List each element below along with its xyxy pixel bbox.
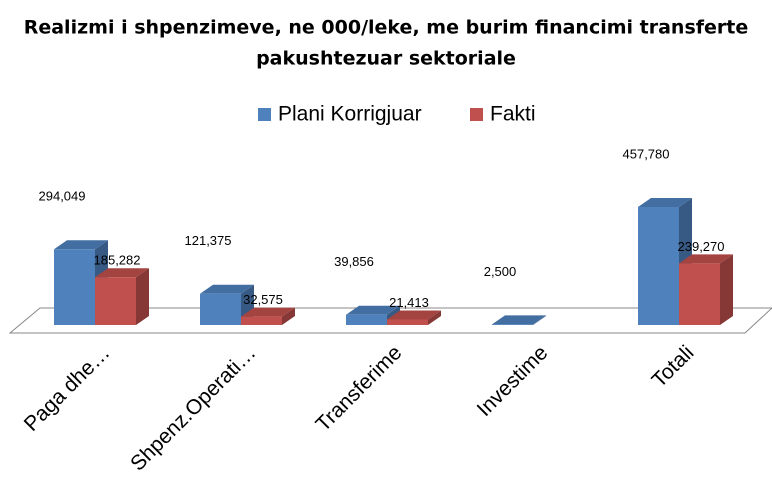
bar (346, 305, 400, 325)
bar-face (241, 307, 295, 317)
bar-face (200, 284, 254, 294)
bar-face (638, 198, 692, 207)
bar-face (492, 315, 546, 325)
x-tick-label: Investime (473, 341, 553, 421)
bar-face (387, 310, 441, 320)
bar-face (492, 324, 533, 325)
bar-face (346, 314, 387, 325)
bar-face (533, 315, 546, 325)
bar-face (638, 207, 679, 325)
bar (95, 268, 149, 325)
bar-face (136, 268, 149, 325)
chart-title: pakushtezuar sektoriale (256, 48, 516, 70)
chart-title: Realizmi i shpenzimeve, ne 000/leke, me … (24, 17, 749, 39)
value-label: 32,575 (243, 292, 283, 307)
legend-swatch (470, 108, 483, 121)
bar-face (282, 307, 295, 325)
bar (387, 310, 441, 325)
bar (241, 307, 295, 325)
bar (679, 254, 733, 325)
value-label: 457,780 (623, 146, 670, 161)
bar-face (720, 254, 733, 325)
value-label: 239,270 (678, 239, 725, 254)
value-label: 21,413 (389, 295, 429, 310)
value-label: 121,375 (185, 233, 232, 248)
bar-face (679, 254, 733, 264)
bar-face (95, 268, 149, 278)
value-label: 294,049 (39, 189, 86, 204)
legend-swatch (258, 108, 271, 121)
bar-face (346, 305, 400, 315)
value-label: 2,500 (484, 264, 517, 279)
bar-face (241, 316, 282, 325)
legend-label: Fakti (490, 103, 536, 126)
bar-face (95, 277, 136, 325)
bar-face (679, 263, 720, 325)
value-label: 39,856 (334, 254, 374, 269)
x-tick-label: Shpenz.Operati… (126, 341, 260, 475)
value-label: 185,282 (94, 253, 141, 268)
x-tick-label: Paga dhe… (20, 341, 115, 436)
x-tick-label: Totali (648, 341, 699, 392)
bar-face (428, 310, 441, 325)
bar-face (54, 240, 108, 250)
bar-face (200, 293, 241, 325)
bar-face (54, 249, 95, 325)
bar-face (387, 319, 428, 325)
legend-label: Plani Korrigjuar (278, 103, 422, 126)
x-tick-label: Transferime (312, 341, 407, 436)
bar (492, 315, 546, 325)
